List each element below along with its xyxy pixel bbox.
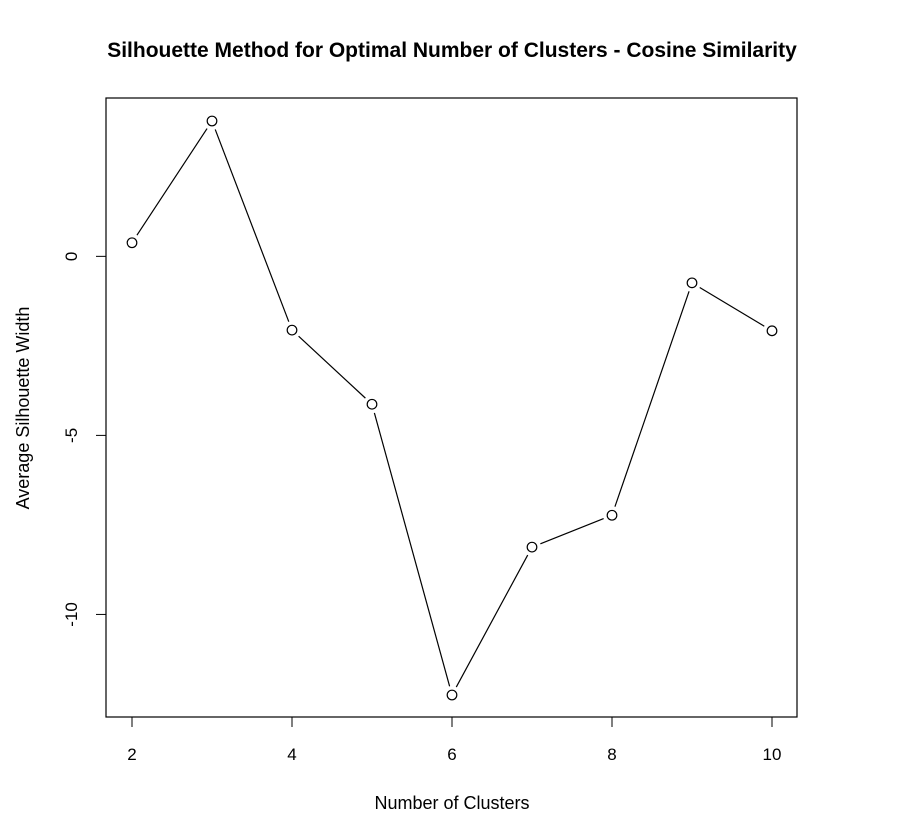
- x-tick-label: 2: [127, 745, 136, 764]
- series-segment: [614, 291, 690, 507]
- data-point: [606, 509, 618, 521]
- x-tick-label: 4: [287, 745, 296, 764]
- plot-frame: [105, 97, 798, 718]
- data-point: [366, 398, 378, 410]
- data-point: [206, 115, 218, 127]
- series-segment: [373, 412, 451, 687]
- data-point: [126, 237, 138, 249]
- data-point: [766, 325, 778, 337]
- data-point: [446, 689, 458, 701]
- x-tick-label: 8: [607, 745, 616, 764]
- series-segment: [540, 518, 604, 545]
- y-axis-label: Average Silhouette Width: [13, 307, 33, 510]
- series-segment: [136, 128, 208, 236]
- points-layer: [126, 115, 778, 701]
- series-segment: [699, 286, 765, 327]
- x-axis: 2 4 6 8 10: [127, 717, 781, 764]
- data-point: [526, 541, 538, 553]
- y-tick-label: -5: [62, 428, 81, 443]
- series-layer: [136, 128, 765, 688]
- x-tick-label: 10: [763, 745, 782, 764]
- series-segment: [298, 335, 366, 399]
- series-segment: [455, 554, 529, 688]
- y-tick-label: -10: [62, 602, 81, 627]
- data-point: [686, 277, 698, 289]
- y-axis: -10 -5 0: [62, 252, 106, 627]
- x-axis-label: Number of Clusters: [374, 793, 529, 813]
- series-segment: [214, 129, 290, 322]
- y-tick-label: 0: [62, 252, 81, 261]
- x-tick-label: 6: [447, 745, 456, 764]
- chart-title: Silhouette Method for Optimal Number of …: [107, 39, 797, 62]
- data-point: [286, 324, 298, 336]
